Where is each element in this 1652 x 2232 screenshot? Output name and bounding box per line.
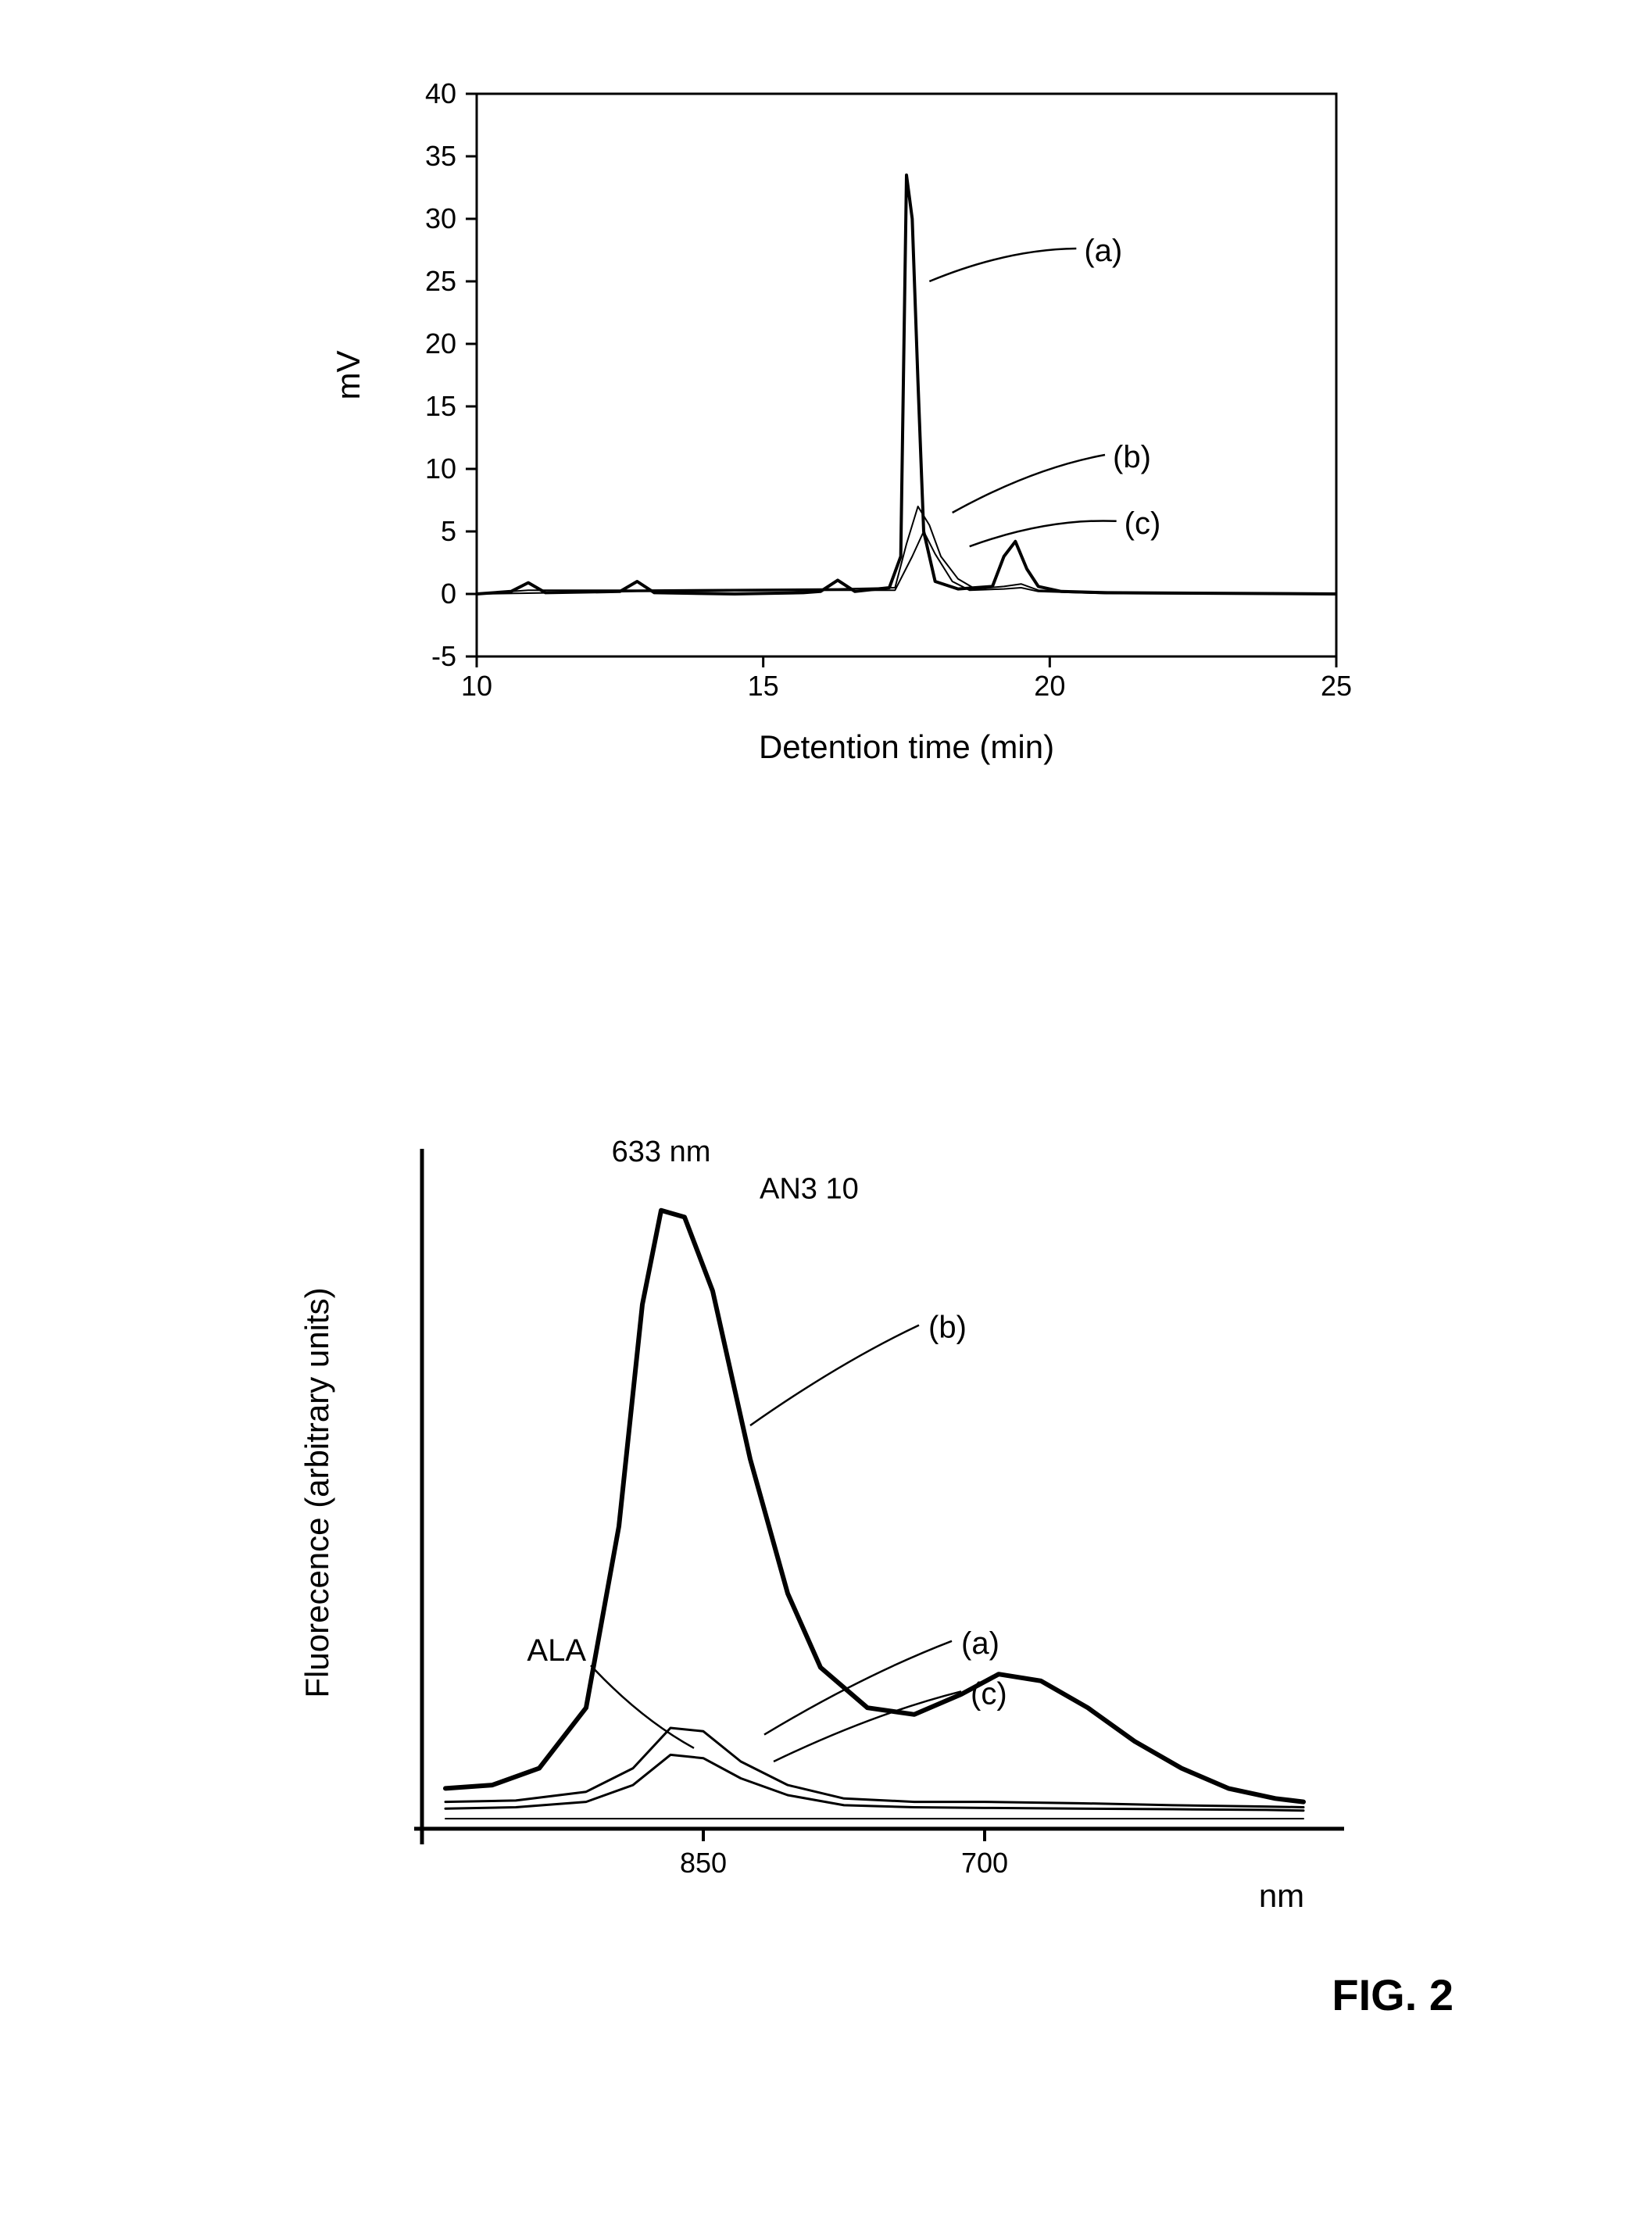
svg-text:5: 5 [441, 515, 456, 547]
svg-text:(a): (a) [1084, 234, 1122, 268]
svg-text:30: 30 [425, 202, 456, 234]
fig2-caption: FIG. 2 [1332, 1969, 1454, 2020]
svg-text:Detention time (min): Detention time (min) [759, 728, 1054, 765]
svg-text:25: 25 [1321, 670, 1352, 702]
figure-2: 850 700 nm Fluorecence (arbitrary units) 633… [250, 1110, 1422, 1973]
svg-text:35: 35 [425, 140, 456, 172]
figure-1: -5 0 5 10 15 20 25 30 35 40 10 15 20 25 Detention time… [297, 47, 1652, 871]
svg-text:15: 15 [748, 670, 779, 702]
svg-text:40: 40 [425, 77, 456, 109]
svg-text:(b): (b) [928, 1311, 967, 1345]
svg-text:20: 20 [425, 327, 456, 359]
svg-text:25: 25 [425, 265, 456, 297]
svg-text:mV: mV [330, 351, 367, 400]
svg-text:Fluorecence (arbitrary units): Fluorecence (arbitrary units) [299, 1287, 335, 1697]
svg-text:(b): (b) [1113, 440, 1151, 474]
svg-text:AN3 10: AN3 10 [760, 1173, 859, 1206]
fig1-chart: -5 0 5 10 15 20 25 30 35 40 10 15 20 25 Detention time… [297, 47, 1391, 867]
svg-text:850: 850 [680, 1847, 727, 1879]
svg-text:(c): (c) [1125, 506, 1161, 541]
svg-text:10: 10 [461, 670, 492, 702]
svg-text:ALA: ALA [527, 1633, 586, 1668]
svg-text:15: 15 [425, 390, 456, 422]
svg-text:10: 10 [425, 452, 456, 485]
svg-text:700: 700 [961, 1847, 1008, 1879]
fig2-chart: 850 700 nm Fluorecence (arbitrary units) 633… [250, 1110, 1422, 1969]
svg-text:(c): (c) [971, 1676, 1007, 1711]
svg-text:(a): (a) [961, 1626, 999, 1661]
svg-text:-5: -5 [431, 640, 456, 672]
svg-text:20: 20 [1034, 670, 1065, 702]
svg-text:633 nm: 633 nm [612, 1136, 711, 1168]
svg-text:0: 0 [441, 578, 456, 610]
svg-text:nm: nm [1259, 1877, 1304, 1914]
